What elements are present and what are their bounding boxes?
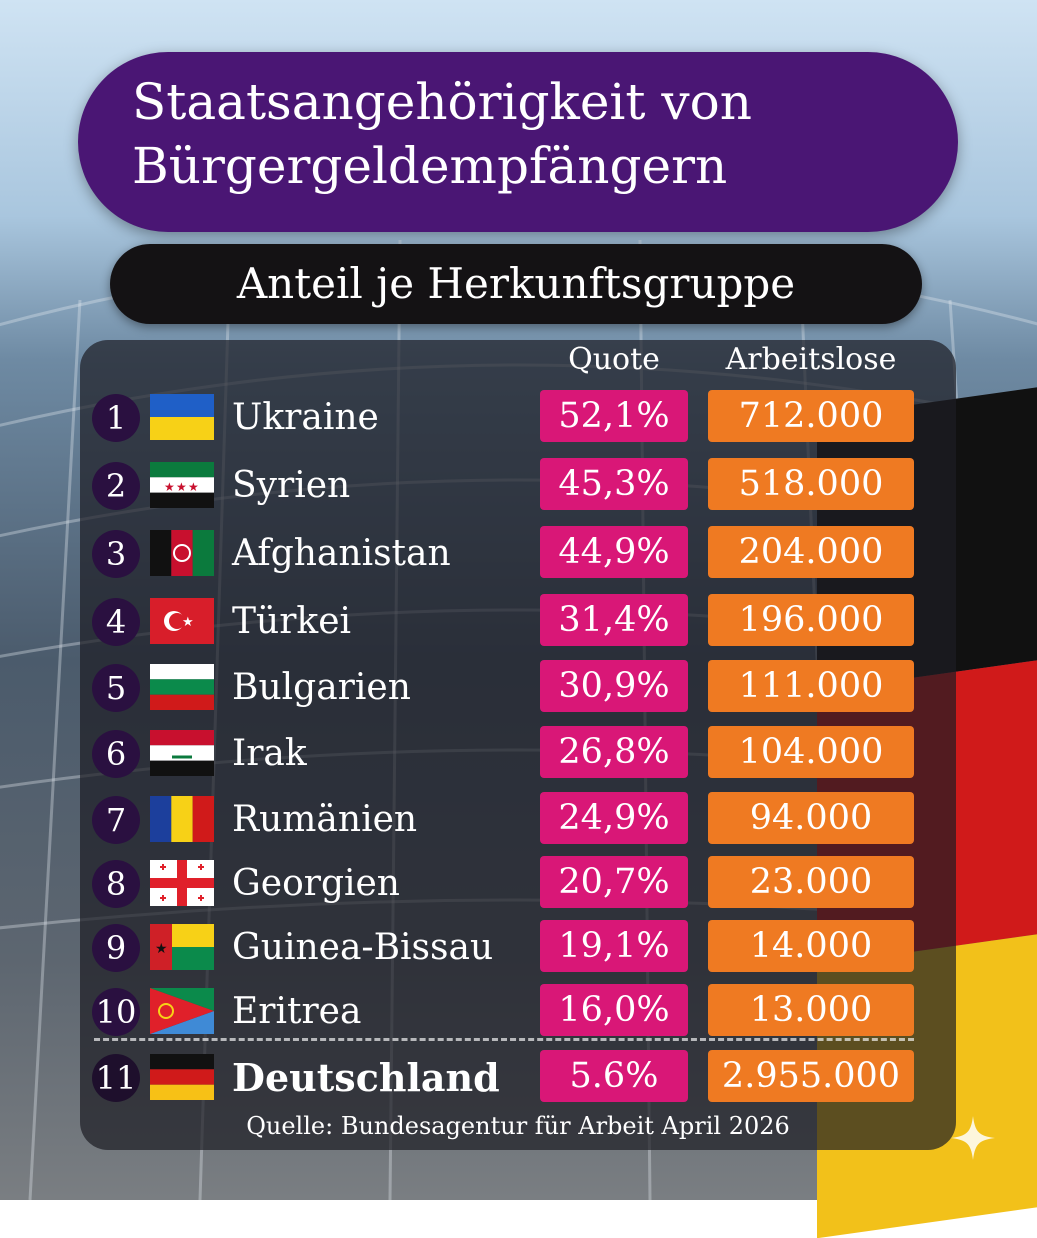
country-name: Bulgarien xyxy=(232,667,411,708)
arbeitslose-value: 23.000 xyxy=(708,856,914,908)
table-row: 7 Rumänien 24,9% 94.000 xyxy=(90,792,930,854)
quote-value: 44,9% xyxy=(540,526,688,578)
table-row: 6 Irak 26,8% 104.000 xyxy=(90,726,930,788)
arbeitslose-value: 204.000 xyxy=(708,526,914,578)
arbeitslose-value: 104.000 xyxy=(708,726,914,778)
quote-value: 30,9% xyxy=(540,660,688,712)
arbeitslose-value: 196.000 xyxy=(708,594,914,646)
quote-value: 16,0% xyxy=(540,984,688,1036)
svg-text:★: ★ xyxy=(182,615,194,630)
quote-value: 52,1% xyxy=(540,390,688,442)
iraq-flag xyxy=(150,730,214,776)
table-row: 4 ★ Türkei 31,4% 196.000 xyxy=(90,594,930,656)
country-name: Georgien xyxy=(232,863,400,904)
arbeitslose-value: 111.000 xyxy=(708,660,914,712)
sparkle-icon xyxy=(951,1116,995,1160)
ukraine-flag xyxy=(150,394,214,440)
arbeitslose-value: 2.955.000 xyxy=(708,1050,914,1102)
table-row: 5 Bulgarien 30,9% 111.000 xyxy=(90,660,930,722)
romania-flag xyxy=(150,796,214,842)
svg-text:★: ★ xyxy=(164,480,175,494)
table-row: 3 Afghanistan 44,9% 204.000 xyxy=(90,526,930,588)
eritrea-flag xyxy=(150,988,214,1034)
country-name: Syrien xyxy=(232,465,351,506)
table-row: 10 Eritrea 16,0% 13.000 xyxy=(90,984,930,1046)
title-line-1: Staatsangehörigkeit von xyxy=(132,73,752,131)
quote-value: 31,4% xyxy=(540,594,688,646)
svg-text:★: ★ xyxy=(188,480,199,494)
arbeitslose-value: 13.000 xyxy=(708,984,914,1036)
georgia-flag xyxy=(150,860,214,906)
rank-badge: 1 xyxy=(92,394,140,442)
subtitle-banner xyxy=(110,244,922,324)
country-name: Türkei xyxy=(232,601,352,642)
rank-badge: 5 xyxy=(92,664,140,712)
column-header-quote: Quote xyxy=(568,342,660,377)
quote-value: 45,3% xyxy=(540,458,688,510)
country-name: Deutschland xyxy=(232,1055,500,1100)
subtitle: Anteil je Herkunftsgruppe xyxy=(236,259,796,308)
country-name: Afghanistan xyxy=(232,533,451,574)
rank-badge: 7 xyxy=(92,796,140,844)
arbeitslose-value: 94.000 xyxy=(708,792,914,844)
table-row: 2 ★ ★ ★ Syrien 45,3% 518.000 xyxy=(90,458,930,520)
country-name: Ukraine xyxy=(232,397,379,438)
source-note: Quelle: Bundesagentur für Arbeit April 2… xyxy=(246,1112,790,1140)
table-row: 9 ★ Guinea-Bissau 19,1% 14.000 xyxy=(90,920,930,982)
quote-value: 26,8% xyxy=(540,726,688,778)
bulgaria-flag xyxy=(150,664,214,710)
table-row: 1 Ukraine 52,1% 712.000 xyxy=(90,390,930,452)
rank-badge: 10 xyxy=(92,988,140,1036)
quote-value: 20,7% xyxy=(540,856,688,908)
column-header-arbeitslose: Arbeitslose xyxy=(725,342,897,377)
rank-badge: 11 xyxy=(92,1054,140,1102)
arbeitslose-value: 712.000 xyxy=(708,390,914,442)
rank-badge: 3 xyxy=(92,530,140,578)
svg-text:★: ★ xyxy=(155,941,168,957)
svg-text:★: ★ xyxy=(176,480,187,494)
table-row: 11 Deutschland 5.6% 2.955.000 xyxy=(90,1050,930,1112)
rank-badge: 4 xyxy=(92,598,140,646)
arbeitslose-value: 518.000 xyxy=(708,458,914,510)
quote-value: 19,1% xyxy=(540,920,688,972)
rank-badge: 9 xyxy=(92,924,140,972)
separator-line xyxy=(94,1038,914,1041)
table-row: 8 Georgien 20,7% 23.000 xyxy=(90,856,930,918)
country-name: Eritrea xyxy=(232,991,362,1032)
rank-badge: 6 xyxy=(92,730,140,778)
turkey-flag: ★ xyxy=(150,598,214,644)
title-line-2: Bürgergeldempfängern xyxy=(132,137,728,195)
country-name: Guinea-Bissau xyxy=(232,927,494,968)
quote-value: 5.6% xyxy=(540,1050,688,1102)
rank-badge: 2 xyxy=(92,462,140,510)
guinea-bissau-flag: ★ xyxy=(150,924,214,970)
afghanistan-flag xyxy=(150,530,214,576)
page-title: Staatsangehörigkeit von Bürgergeldempfän… xyxy=(132,70,892,198)
rank-badge: 8 xyxy=(92,860,140,908)
arbeitslose-value: 14.000 xyxy=(708,920,914,972)
syria-flag: ★ ★ ★ xyxy=(150,462,214,508)
germany-flag xyxy=(150,1054,214,1100)
country-name: Irak xyxy=(232,733,307,774)
country-name: Rumänien xyxy=(232,799,418,840)
quote-value: 24,9% xyxy=(540,792,688,844)
title-banner xyxy=(78,52,958,232)
